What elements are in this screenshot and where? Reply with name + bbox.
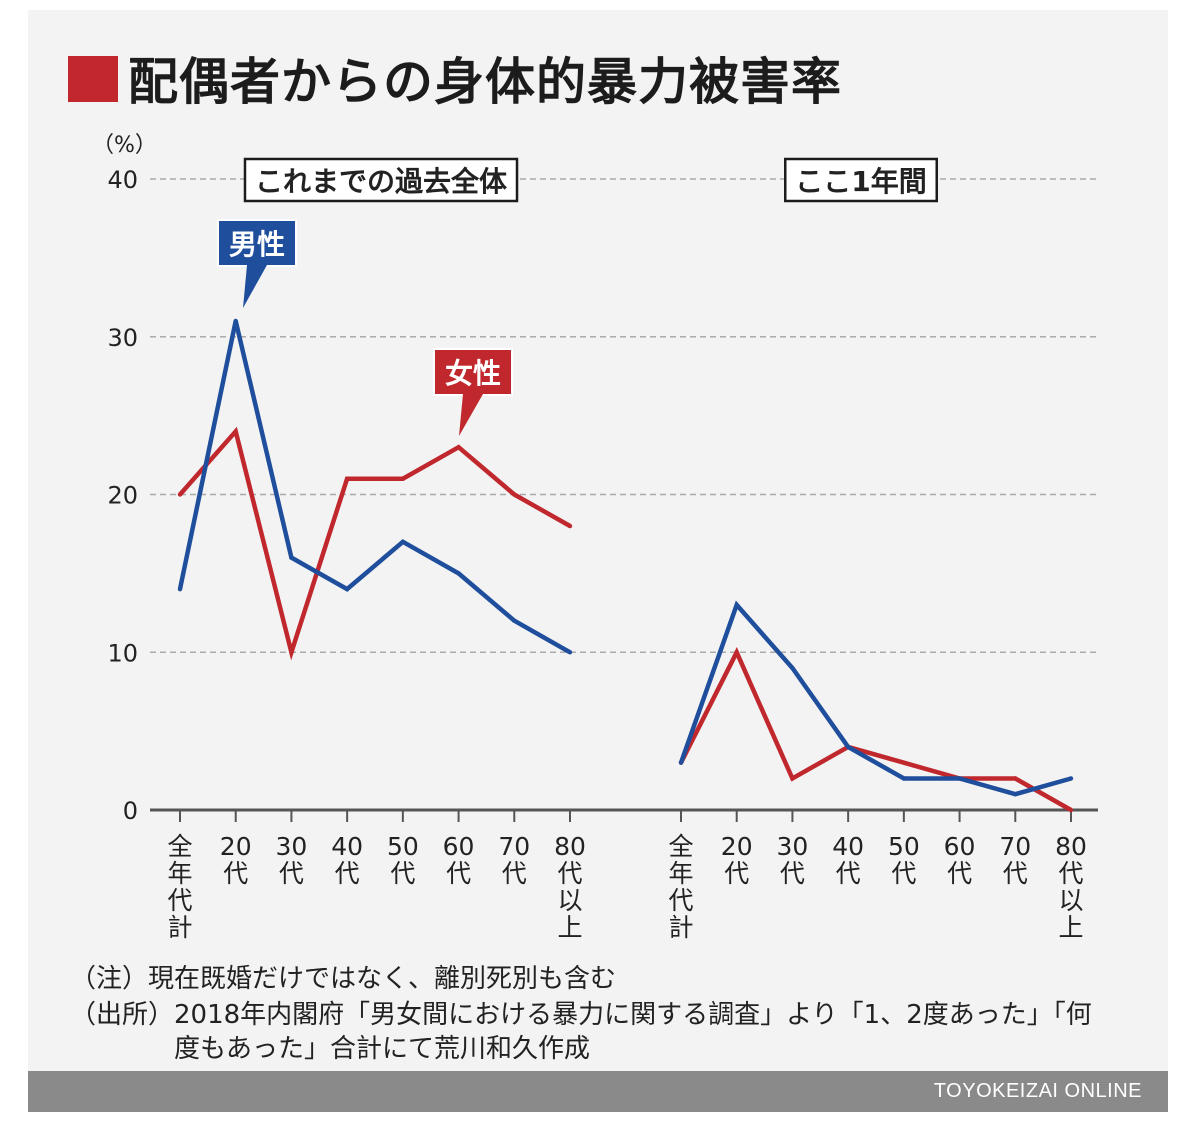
panel-title-0: これまでの過去全体: [255, 165, 508, 198]
note-line-2: （出所）2018年内閣府「男女間における暴力に関する調査」より「1、2度あった」…: [70, 1000, 1092, 1030]
footer-brand: TOYOKEIZAI ONLINE: [933, 1080, 1142, 1102]
x-tick-label-p1-7: 80 代以上: [1055, 832, 1087, 942]
callout-female-label: 女性: [445, 357, 501, 390]
y-tick-label-30: 30: [107, 324, 138, 352]
data-point-male-p0-1: [233, 318, 238, 324]
panel-title-box-1: [784, 157, 938, 203]
note-line-3: 度もあった」合計にて荒川和久作成: [70, 1034, 591, 1064]
data-point-female-p0-5: [456, 444, 461, 450]
x-tick-label-p0-5: 60 代: [443, 832, 475, 888]
x-tick-label-p0-7: 80 代以上: [554, 832, 586, 942]
callout-female-pointer: [459, 394, 483, 436]
data-point-male-p1-4: [901, 776, 907, 781]
panel-title-1: ここ1年間: [795, 165, 926, 198]
series-line-male-p0: [177, 320, 572, 655]
data-point-female-p0-6: [512, 492, 517, 497]
data-point-male-p0-6: [512, 618, 517, 623]
data-point-male-p1-5: [957, 776, 962, 781]
x-tick-label-p1-0: 全年代計: [668, 832, 693, 942]
x-tick-label-p0-6: 70 代: [498, 832, 530, 888]
data-point-male-p0-7: [567, 650, 573, 655]
chart-title: 配偶者からの身体的暴力被害率: [128, 53, 842, 111]
data-point-female-p0-7: [567, 523, 573, 529]
panel-title-box-0: [243, 157, 519, 203]
data-point-male-p1-6: [1013, 792, 1018, 797]
callout-male-label: 男性: [229, 228, 285, 261]
data-point-male-p1-1: [734, 602, 739, 608]
y-tick-label-0: 0: [123, 797, 138, 825]
data-point-female-p0-4: [400, 476, 406, 481]
data-point-male-p0-3: [344, 586, 350, 592]
y-tick-label-10: 10: [107, 639, 138, 667]
x-tick-label-p0-1: 20 代: [220, 832, 252, 888]
series-line-female-p1: [678, 647, 1073, 812]
x-tick-label-p0-0: 全年代計: [167, 832, 192, 942]
x-tick-label-p1-2: 30 代: [777, 832, 809, 888]
y-tick-label-20: 20: [107, 482, 138, 510]
data-point-male-p0-2: [289, 555, 294, 560]
data-point-male-p0-0: [177, 586, 183, 592]
data-point-male-p1-3: [845, 744, 851, 750]
callout-male-pointer: [243, 265, 267, 308]
callout-female-box: [433, 348, 513, 396]
y-unit-label: （%）: [92, 133, 157, 158]
x-tick-label-p1-1: 20 代: [721, 832, 753, 888]
data-point-male-p1-7: [1068, 776, 1074, 781]
title-square-icon: [68, 56, 118, 102]
x-tick-label-p1-4: 50 代: [888, 832, 920, 888]
x-tick-label-p0-2: 30 代: [276, 832, 308, 888]
x-tick-label-p0-4: 50 代: [387, 832, 419, 888]
series-line-female-p0: [178, 426, 572, 661]
data-point-female-p1-6: [1013, 776, 1018, 781]
data-point-male-p0-5: [456, 571, 461, 576]
x-tick-label-p1-5: 60 代: [944, 832, 976, 888]
callout-male-box: [217, 219, 297, 267]
data-point-female-p1-4: [901, 760, 907, 765]
y-tick-label-40: 40: [107, 166, 138, 194]
data-point-female-p1-7: [1068, 807, 1074, 813]
note-line-1: （注）現在既婚だけではなく、離別死別も含む: [70, 964, 617, 994]
data-point-female-p1-2: [790, 776, 795, 781]
chart-card: [28, 10, 1168, 1112]
data-point-female-p0-1: [233, 429, 238, 434]
x-tick-label-p0-3: 40 代: [331, 832, 363, 888]
x-tick-label-p1-6: 70 代: [999, 832, 1031, 888]
data-point-female-p1-1: [734, 650, 739, 655]
data-point-female-p0-2: [289, 650, 294, 655]
data-point-female-p0-3: [344, 476, 350, 481]
data-point-male-p1-2: [790, 665, 795, 671]
footer-bar: TOYOKEIZAI ONLINE: [28, 1071, 1168, 1112]
data-point-male-p1-0: [678, 760, 684, 765]
series-line-male-p1: [678, 600, 1072, 797]
data-point-female-p0-0: [177, 492, 183, 497]
data-point-male-p0-4: [400, 539, 406, 545]
x-tick-label-p1-3: 40 代: [832, 832, 864, 888]
